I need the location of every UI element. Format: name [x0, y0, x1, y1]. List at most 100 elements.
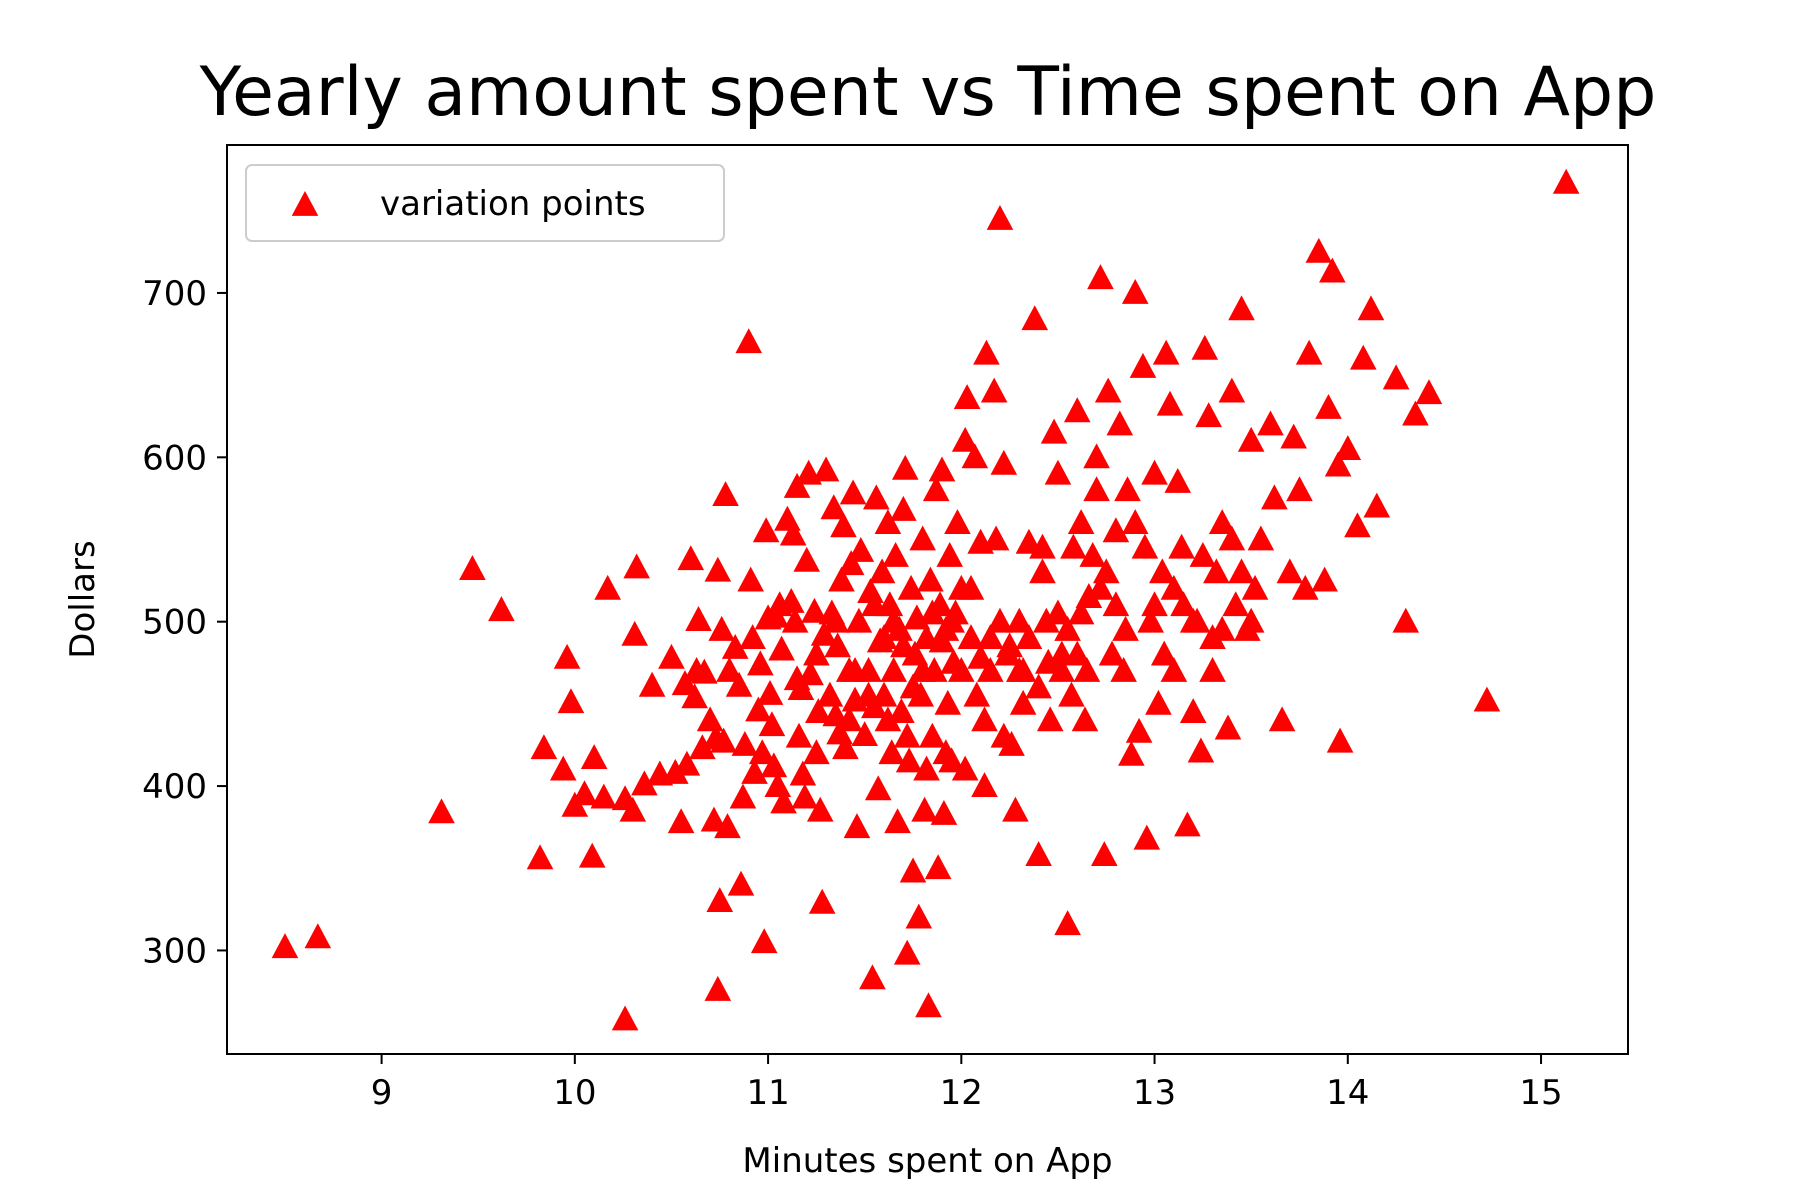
data-point — [714, 813, 741, 839]
data-point — [1067, 599, 1095, 625]
data-point — [1315, 394, 1342, 419]
data-point — [1060, 533, 1087, 559]
data-point — [806, 796, 834, 822]
data-point — [1044, 459, 1072, 485]
data-point — [824, 632, 851, 658]
data-point — [884, 808, 911, 834]
data-point — [459, 555, 486, 581]
data-point — [897, 574, 925, 600]
data-point — [928, 456, 956, 482]
data-point — [1073, 657, 1101, 682]
data-point — [662, 758, 689, 784]
data-point — [689, 734, 716, 760]
data-point — [899, 857, 927, 883]
data-point — [888, 698, 915, 724]
data-point — [760, 752, 788, 778]
data-point — [488, 596, 515, 622]
data-point — [1349, 344, 1377, 370]
data-point — [758, 711, 786, 737]
data-point — [571, 780, 598, 806]
data-point — [861, 591, 888, 617]
data-point — [1054, 615, 1081, 641]
data-point — [1276, 558, 1304, 584]
data-point — [1087, 574, 1114, 600]
data-point — [1005, 657, 1033, 682]
data-point — [847, 537, 875, 562]
data-point — [893, 939, 921, 965]
data-point — [1295, 339, 1323, 365]
data-point — [1179, 607, 1207, 633]
data-point — [936, 541, 964, 567]
data-point — [1291, 574, 1319, 600]
data-point — [1141, 459, 1168, 485]
data-point — [1121, 278, 1149, 304]
data-point — [1021, 305, 1049, 331]
data-point — [822, 607, 850, 633]
legend-box — [245, 164, 725, 242]
data-point — [990, 449, 1018, 475]
data-point — [1218, 377, 1246, 403]
data-point — [895, 747, 923, 773]
data-point — [712, 481, 739, 507]
data-point — [1121, 509, 1149, 534]
data-point — [777, 587, 805, 613]
data-point — [1280, 423, 1307, 449]
data-point — [851, 721, 878, 747]
data-point — [1473, 686, 1501, 712]
data-point — [1257, 410, 1284, 436]
data-point — [590, 783, 618, 809]
data-point — [731, 730, 759, 756]
data-point — [1319, 257, 1346, 283]
data-point — [934, 689, 962, 715]
data-point — [890, 632, 917, 658]
data-point — [716, 657, 743, 682]
data-point — [1148, 558, 1176, 584]
data-point — [880, 607, 907, 633]
data-point — [1324, 451, 1352, 477]
data-point — [1170, 591, 1197, 617]
data-point — [880, 657, 907, 682]
data-point — [667, 808, 695, 834]
data-point — [774, 505, 801, 531]
data-point — [1079, 541, 1107, 567]
data-point — [951, 426, 979, 452]
data-point — [909, 525, 936, 551]
x-tick-label: 14 — [1326, 1073, 1369, 1113]
data-point — [696, 706, 724, 732]
data-point — [973, 339, 1000, 365]
data-point — [830, 512, 857, 538]
data-point — [1552, 168, 1580, 194]
data-point — [752, 517, 780, 543]
data-point — [704, 975, 732, 1001]
data-point — [789, 760, 817, 786]
data-point — [1218, 525, 1246, 551]
data-point — [428, 798, 455, 824]
data-point — [841, 657, 869, 682]
data-point — [677, 545, 705, 571]
data-point — [1199, 624, 1226, 650]
data-point — [1174, 811, 1201, 837]
data-point — [1237, 426, 1265, 452]
data-point — [1033, 607, 1060, 633]
data-point — [977, 624, 1004, 650]
data-point — [810, 620, 838, 646]
data-point — [1357, 295, 1385, 321]
data-point — [1382, 364, 1410, 390]
data-point — [820, 494, 848, 520]
data-point — [874, 509, 902, 534]
data-point — [706, 887, 734, 913]
data-point — [839, 479, 867, 505]
data-point — [971, 706, 998, 732]
data-point — [623, 553, 650, 579]
data-point — [1261, 484, 1288, 510]
data-point — [1036, 706, 1064, 732]
data-point — [1114, 476, 1141, 502]
data-point — [803, 640, 830, 666]
data-point — [1189, 541, 1217, 567]
y-axis: 300 400 500 600 700 — [142, 274, 227, 971]
data-point — [1402, 400, 1429, 426]
data-point — [1228, 558, 1255, 584]
data-point — [1058, 681, 1085, 707]
data-point — [948, 657, 975, 682]
